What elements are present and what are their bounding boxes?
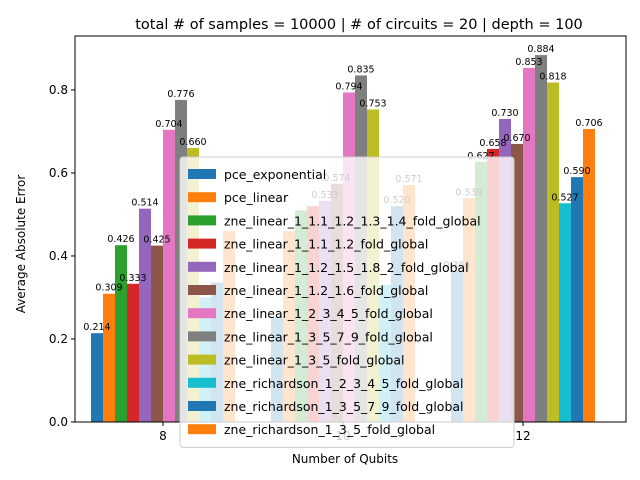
legend-swatch xyxy=(188,261,216,272)
bar-value-label: 0.704 xyxy=(155,119,182,130)
bar-value-label: 0.730 xyxy=(491,108,518,119)
bar-zne_linear_1_1.2_1.6_fold_global-8 xyxy=(151,245,163,422)
legend-swatch xyxy=(188,331,216,342)
y-tick-label: 0.0 xyxy=(49,415,68,429)
legend-entry-label: zne_richardson_1_2_3_4_5_fold_global xyxy=(224,376,464,391)
bar-zne_linear_1_2_3_4_5_fold_global-12 xyxy=(523,67,535,422)
legend-swatch xyxy=(188,238,216,249)
legend-entry-label: pce_linear xyxy=(224,190,289,205)
bar-pce_exponential-8 xyxy=(91,333,103,422)
legend-box xyxy=(179,156,515,448)
bar-zne_richardson_1_3_5_fold_global-12 xyxy=(583,128,595,422)
x-axis-label: Number of Qubits xyxy=(292,452,398,466)
bar-value-label: 0.309 xyxy=(95,283,122,294)
legend-entry-label: zne_linear_1_2_3_4_5_fold_global xyxy=(224,306,433,321)
legend-entry-label: zne_linear_1_1.1_1.2_1.3_1.4_fold_global xyxy=(224,213,481,228)
legend-entry-label: zne_linear_1_1.1_1.2_fold_global xyxy=(224,237,428,252)
bar-zne_linear_1_3_5_fold_global-12 xyxy=(547,82,559,422)
bar-value-label: 0.590 xyxy=(563,166,590,177)
legend-swatch xyxy=(188,401,216,411)
legend-entry-label: pce_exponential xyxy=(224,167,326,182)
legend-entry-label: zne_richardson_1_3_5_7_9_fold_global xyxy=(224,399,464,414)
bar-zne_linear_1_1.1_1.2_fold_global-8 xyxy=(127,283,139,422)
bar-value-label: 0.706 xyxy=(575,118,602,129)
bar-value-label: 0.426 xyxy=(107,234,134,245)
bar-value-label: 0.514 xyxy=(131,198,158,209)
bar-pce_linear-8 xyxy=(103,293,115,422)
bar-value-label: 0.527 xyxy=(551,192,578,203)
y-tick-label: 0.4 xyxy=(49,249,68,263)
bar-value-label: 0.794 xyxy=(335,81,362,92)
bar-value-label: 0.658 xyxy=(479,138,506,149)
bar-value-label: 0.333 xyxy=(119,273,146,284)
x-tick-label: 8 xyxy=(159,429,167,443)
y-tick-label: 0.6 xyxy=(49,166,68,180)
bar-value-label: 0.884 xyxy=(527,44,554,55)
bar-zne_richardson_1_2_3_4_5_fold_global-12 xyxy=(559,203,571,422)
legend-swatch xyxy=(188,354,216,365)
bar-zne_richardson_1_3_5_7_9_fold_global-12 xyxy=(571,177,583,422)
legend-swatch xyxy=(188,285,216,295)
legend-entry-label: zne_linear_1_3_5_7_9_fold_global xyxy=(224,329,433,344)
legend-entry-label: zne_linear_1_1.2_1.5_1.8_2_fold_global xyxy=(224,260,469,275)
chart-title: total # of samples = 10000 | # of circui… xyxy=(135,17,583,33)
bar-value-label: 0.670 xyxy=(503,133,530,144)
bar-value-label: 0.853 xyxy=(515,57,542,68)
legend-swatch xyxy=(188,377,216,388)
legend-swatch xyxy=(188,215,216,226)
x-tick-label: 12 xyxy=(515,429,530,443)
bar-zne_linear_1_2_3_4_5_fold_global-8 xyxy=(163,129,175,422)
bar-value-label: 0.753 xyxy=(359,98,386,109)
bar-zne_linear_1_1.2_1.5_1.8_2_fold_global-8 xyxy=(139,208,151,422)
bar-zne_linear_1_1.1_1.2_1.3_1.4_fold_global-8 xyxy=(115,245,127,422)
legend-entry-label: zne_richardson_1_3_5_fold_global xyxy=(224,422,435,437)
bar-value-label: 0.660 xyxy=(179,137,206,148)
legend-swatch xyxy=(188,192,216,203)
bar-value-label: 0.627 xyxy=(467,151,494,162)
legend-entry-label: zne_linear_1_1.2_1.6_fold_global xyxy=(224,283,428,298)
bar-value-label: 0.425 xyxy=(143,235,170,246)
bar-value-label: 0.818 xyxy=(539,71,566,82)
bar-value-label: 0.776 xyxy=(167,89,194,100)
legend-swatch xyxy=(188,308,216,319)
legend: pce_exponential pce_linear zne_linear_1_1.… xyxy=(179,156,515,448)
legend-entry-label: zne_linear_1_3_5_fold_global xyxy=(224,353,404,368)
y-axis-label: Average Absolute Error xyxy=(14,175,28,314)
legend-swatch xyxy=(188,424,216,435)
axes: 0.00.20.40.60.881012 xyxy=(49,35,627,443)
bar-zne_linear_1_3_5_7_9_fold_global-12 xyxy=(535,55,547,423)
y-tick-label: 0.8 xyxy=(49,83,68,97)
bar-value-label: 0.214 xyxy=(83,322,110,333)
y-tick-label: 0.2 xyxy=(49,332,68,346)
legend-swatch xyxy=(188,169,216,179)
bar-value-label: 0.835 xyxy=(347,64,374,75)
